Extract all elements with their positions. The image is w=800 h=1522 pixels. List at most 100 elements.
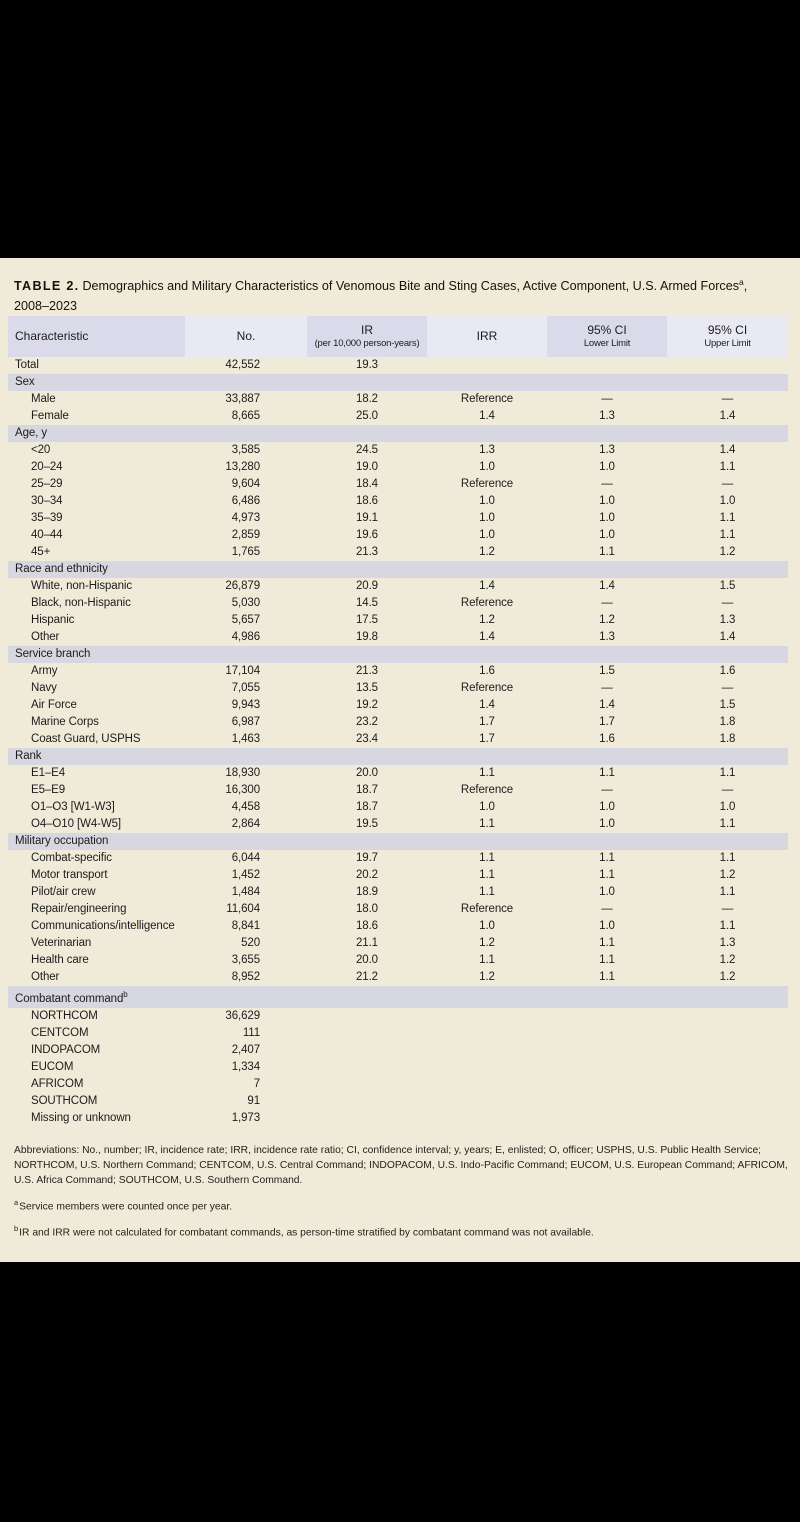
cell-no: 8,952 <box>231 971 260 984</box>
table-row: E1–E4 18,930 20.0 1.1 1.1 1.1 <box>8 765 788 782</box>
section-row: Combatant commandb <box>8 986 788 1009</box>
cell-irr <box>427 1110 547 1127</box>
cell-irr: Reference <box>460 597 514 610</box>
cell-ci-upper: 1.5 <box>719 699 736 712</box>
table-row: Health care 3,655 20.0 1.1 1.1 1.2 <box>8 952 788 969</box>
cell-ci-upper: 1.2 <box>719 971 736 984</box>
cell-irr: 1.2 <box>479 971 495 984</box>
cell-ci-lower: 1.0 <box>599 529 615 542</box>
cell-ci-lower <box>547 1059 667 1076</box>
cell-irr: 1.7 <box>479 733 495 746</box>
cell-ci-lower <box>547 1110 667 1127</box>
cell-ci-upper: 1.5 <box>719 580 736 593</box>
cell-ir: 21.1 <box>356 937 378 950</box>
cell-irr: 1.7 <box>479 716 495 729</box>
cell-ir: 20.0 <box>356 954 378 967</box>
cell-no: 1,484 <box>231 886 260 899</box>
section-label: Rank <box>8 748 788 766</box>
table-title-footnote-marker: a <box>739 277 744 287</box>
table-row: <20 3,585 24.5 1.3 1.3 1.4 <box>8 442 788 459</box>
cell-irr: 1.4 <box>479 580 495 593</box>
cell-label: 35–39 <box>31 512 63 525</box>
cell-ci-upper <box>667 1093 788 1110</box>
table-row: Black, non-Hispanic 5,030 14.5 Reference — — <box>8 595 788 612</box>
cell-irr: 1.0 <box>479 461 495 474</box>
cell-ir <box>307 1076 427 1093</box>
cell-ci-lower: 1.7 <box>599 716 615 729</box>
demographics-table: Characteristic No. IR (per 10,000 person-… <box>8 316 788 1127</box>
table-title: TABLE 2. Demographics and Military Charac… <box>14 272 788 316</box>
cell-label: 20–24 <box>31 461 63 474</box>
table-row: SOUTHCOM 91 <box>8 1093 788 1110</box>
table-row: CENTCOM 111 <box>8 1025 788 1042</box>
cell-no: 3,585 <box>231 444 260 457</box>
cell-no: 4,986 <box>231 631 260 644</box>
cell-ci-lower: 1.0 <box>599 886 615 899</box>
cell-label: CENTCOM <box>31 1027 89 1040</box>
cell-irr: 1.1 <box>479 886 495 899</box>
cell-irr <box>427 1059 547 1076</box>
cell-label: SOUTHCOM <box>31 1095 98 1108</box>
table-row: O4–O10 [W4-W5] 2,864 19.5 1.1 1.0 1.1 <box>8 816 788 833</box>
cell-label: Hispanic <box>31 614 75 627</box>
section-row: Rank <box>8 748 788 766</box>
cell-irr: 1.1 <box>479 818 495 831</box>
cell-ir: 18.6 <box>356 920 378 933</box>
cell-ci-lower: 1.0 <box>599 818 615 831</box>
cell-ir: 23.2 <box>356 716 378 729</box>
cell-no: 9,943 <box>231 699 260 712</box>
cell-ci-lower: — <box>601 597 613 610</box>
cell-ir: 21.3 <box>356 665 378 678</box>
cell-ir: 21.2 <box>356 971 378 984</box>
cell-label: Black, non-Hispanic <box>31 597 131 610</box>
cell-no: 2,859 <box>231 529 260 542</box>
table-page: TABLE 2. Demographics and Military Charac… <box>0 258 800 1262</box>
cell-label: Air Force <box>31 699 77 712</box>
table-row: Army 17,104 21.3 1.6 1.5 1.6 <box>8 663 788 680</box>
cell-ci-upper: 1.1 <box>719 529 736 542</box>
cell-ci-upper: 1.0 <box>719 495 736 508</box>
cell-ir: 18.2 <box>356 393 378 406</box>
cell-ci-upper: 1.1 <box>719 886 736 899</box>
cell-ir: 24.5 <box>356 444 378 457</box>
cell-no: 1,452 <box>231 869 260 882</box>
cell-ci-upper: — <box>721 682 734 695</box>
cell-ci-lower: 1.3 <box>599 444 615 457</box>
table-row: Male 33,887 18.2 Reference — — <box>8 391 788 408</box>
cell-ir: 18.0 <box>356 903 378 916</box>
cell-label: Communications/intelligence <box>31 920 175 933</box>
cell-irr: 1.2 <box>479 614 495 627</box>
cell-ir <box>307 1008 427 1025</box>
cell-ci-lower: 1.3 <box>599 631 615 644</box>
cell-ci-upper: 1.4 <box>719 410 736 423</box>
cell-no: 5,657 <box>231 614 260 627</box>
cell-no: 4,973 <box>231 512 260 525</box>
cell-ir: 14.5 <box>356 597 378 610</box>
table-row: Other 8,952 21.2 1.2 1.1 1.2 <box>8 969 788 986</box>
table-row: EUCOM 1,334 <box>8 1059 788 1076</box>
cell-ir: 19.3 <box>356 359 378 372</box>
cell-no: 17,104 <box>225 665 260 678</box>
cell-ci-lower: 1.1 <box>599 869 615 882</box>
cell-ir: 20.0 <box>356 767 378 780</box>
cell-ci-lower: 1.0 <box>599 920 615 933</box>
footnote-b: bIR and IRR were not calculated for comb… <box>14 1224 594 1239</box>
header-no: No. <box>185 316 307 358</box>
cell-ir <box>307 1093 427 1110</box>
cell-ir: 19.5 <box>356 818 378 831</box>
table-row: Air Force 9,943 19.2 1.4 1.4 1.5 <box>8 697 788 714</box>
cell-ir <box>307 1042 427 1059</box>
cell-ci-upper: — <box>721 903 734 916</box>
cell-no: 7 <box>253 1078 260 1091</box>
cell-ir: 18.7 <box>356 784 378 797</box>
table-row: NORTHCOM 36,629 <box>8 1008 788 1025</box>
cell-ir: 20.2 <box>356 869 378 882</box>
section-label: Combatant commandb <box>8 986 788 1009</box>
table-row: E5–E9 16,300 18.7 Reference — — <box>8 782 788 799</box>
cell-no: 9,604 <box>231 478 260 491</box>
cell-no: 7,055 <box>231 682 260 695</box>
cell-ci-lower: 1.1 <box>599 954 615 967</box>
cell-ci-upper: 1.2 <box>719 546 736 559</box>
cell-irr <box>427 357 547 374</box>
table-row: 25–29 9,604 18.4 Reference — — <box>8 476 788 493</box>
